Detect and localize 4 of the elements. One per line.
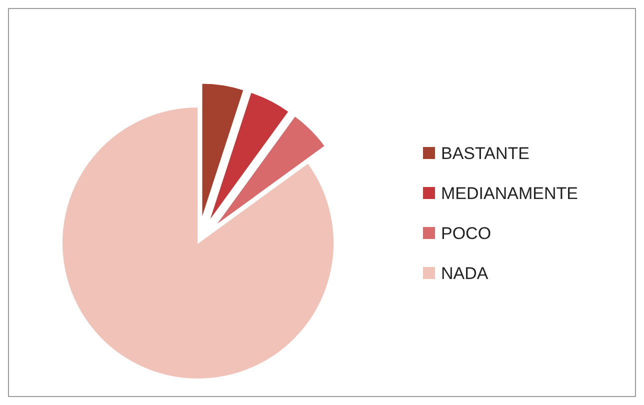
legend-label: POCO bbox=[441, 224, 492, 243]
legend-label: MEDIANAMENTE bbox=[441, 184, 578, 203]
legend-label: BASTANTE bbox=[441, 144, 530, 163]
legend-label: NADA bbox=[441, 264, 489, 283]
